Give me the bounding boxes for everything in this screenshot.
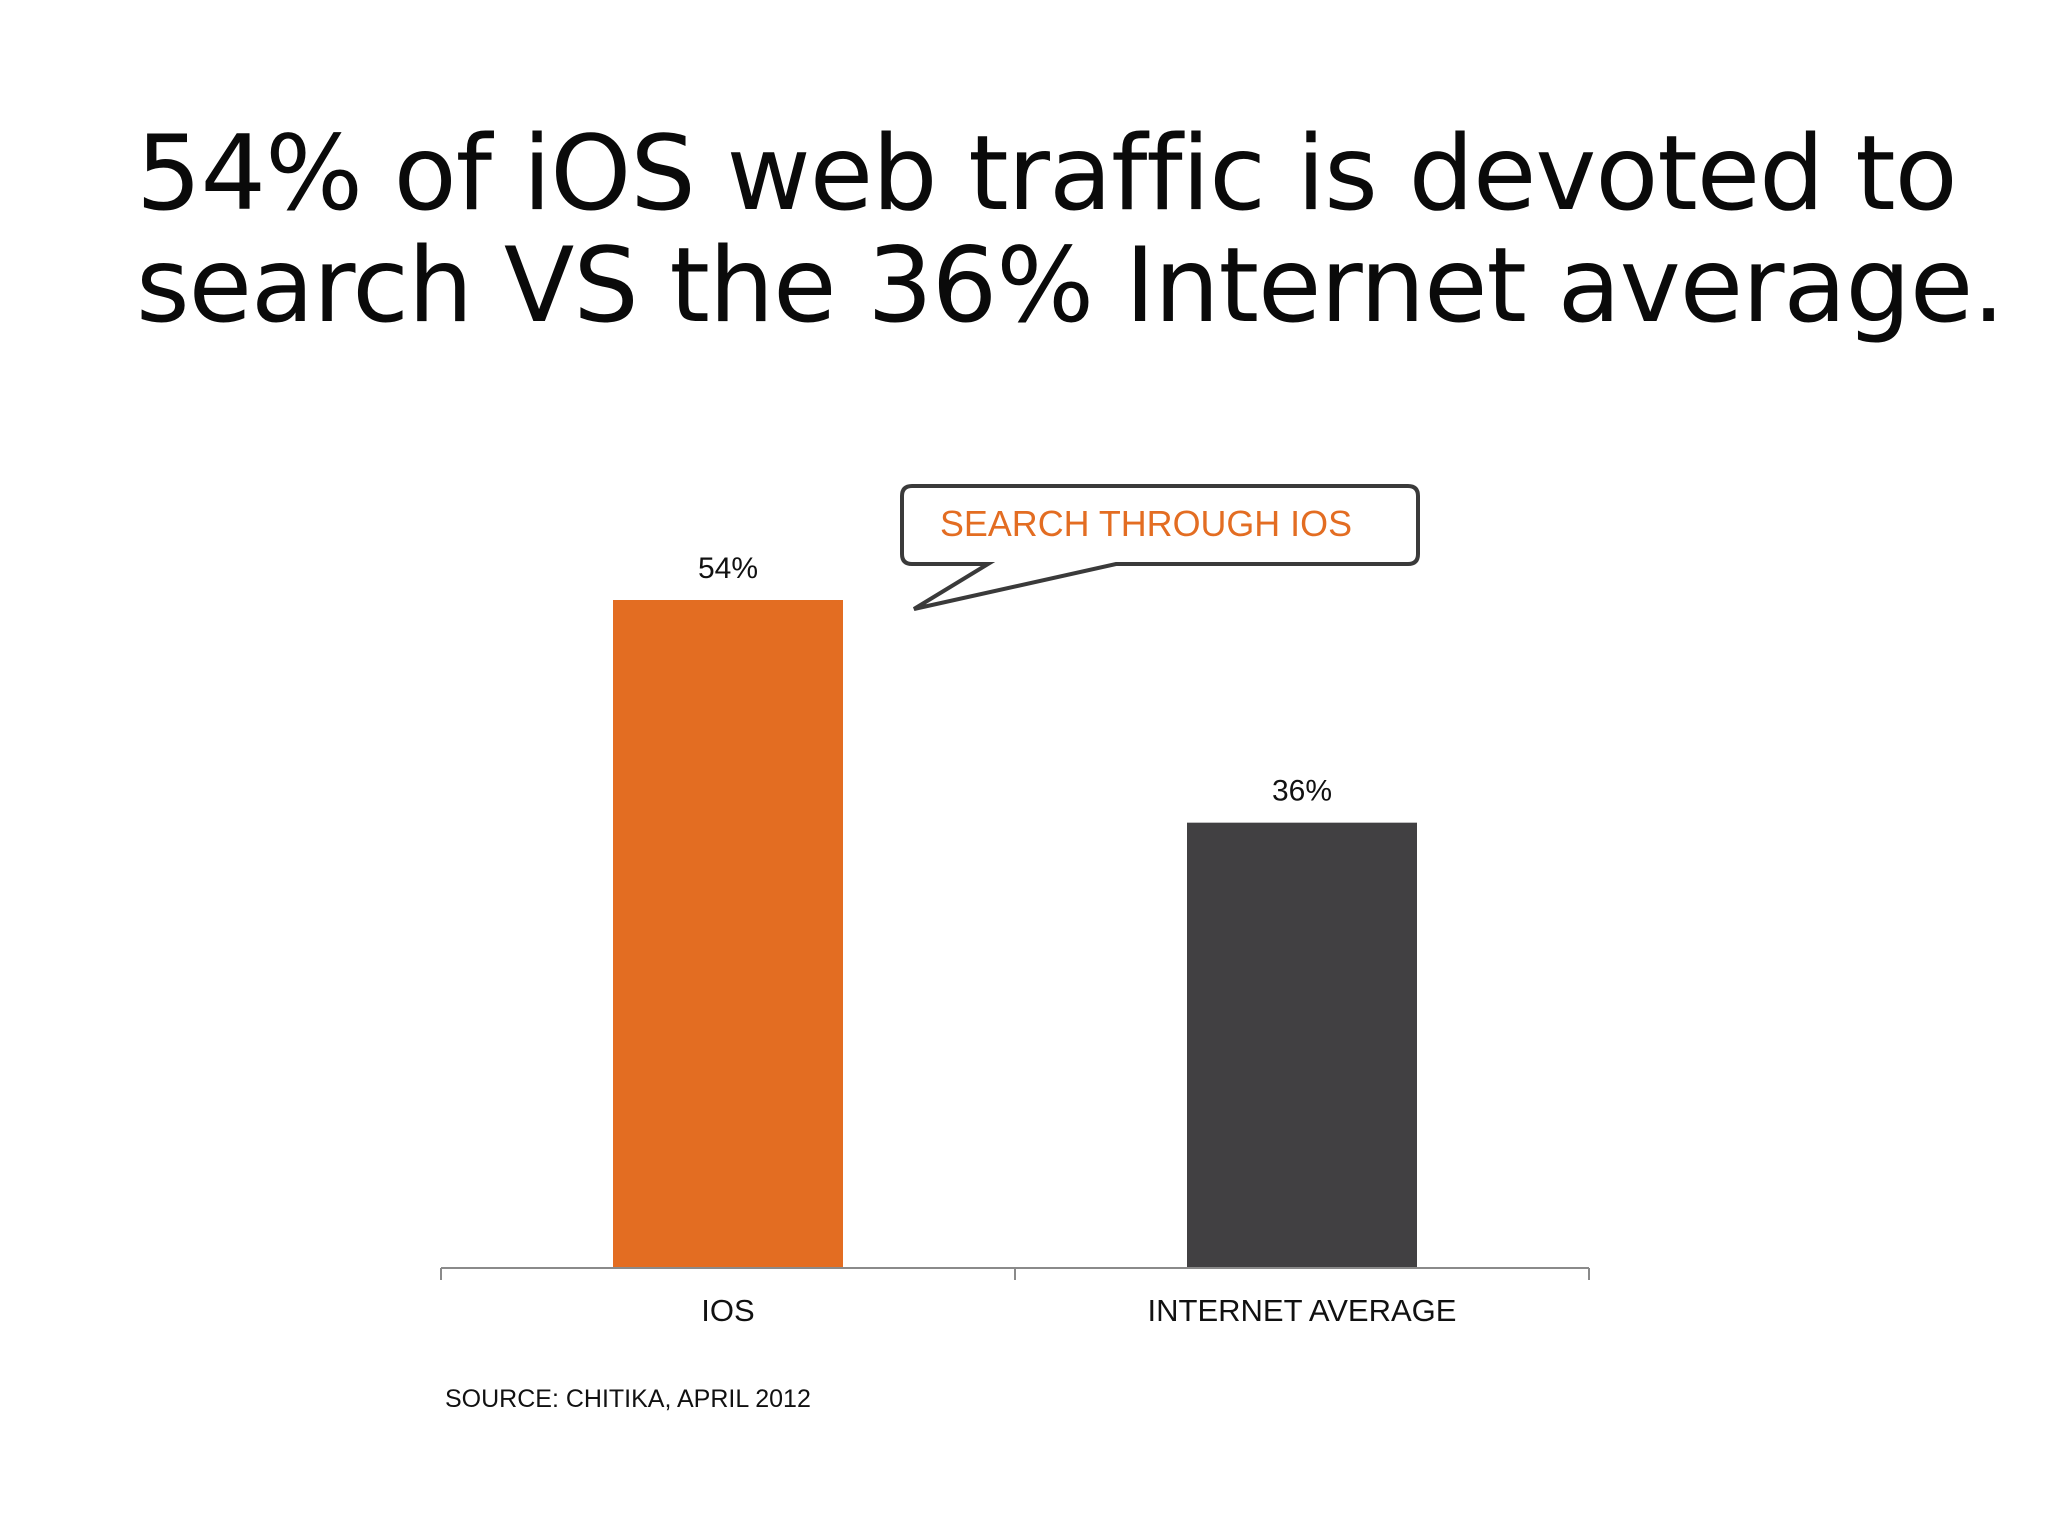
x-tick-label-ios: IOS (701, 1293, 754, 1328)
callout-bubble (900, 484, 1420, 611)
source-note: SOURCE: CHITIKA, APRIL 2012 (445, 1385, 811, 1413)
title-line-2: search VS the 36% Internet average. (136, 226, 2005, 346)
title-line-1: 54% of iOS web traffic is devoted to (136, 114, 1958, 234)
data-label-internet-average: 36% (1272, 775, 1332, 808)
bar-internet-average (1187, 822, 1417, 1268)
bar-ios (613, 600, 843, 1268)
slide-title: 54% of iOS web traffic is devoted to sea… (136, 114, 2005, 346)
callout-group: SEARCH THROUGH IOS (900, 484, 1420, 611)
data-label-ios: 54% (698, 552, 758, 585)
bars-group: 54% 36% (613, 552, 1417, 1268)
x-axis: IOS INTERNET AVERAGE (440, 1267, 1590, 1328)
callout-label: SEARCH THROUGH IOS (940, 503, 1352, 544)
x-tick-label-internet-average: INTERNET AVERAGE (1148, 1293, 1457, 1328)
